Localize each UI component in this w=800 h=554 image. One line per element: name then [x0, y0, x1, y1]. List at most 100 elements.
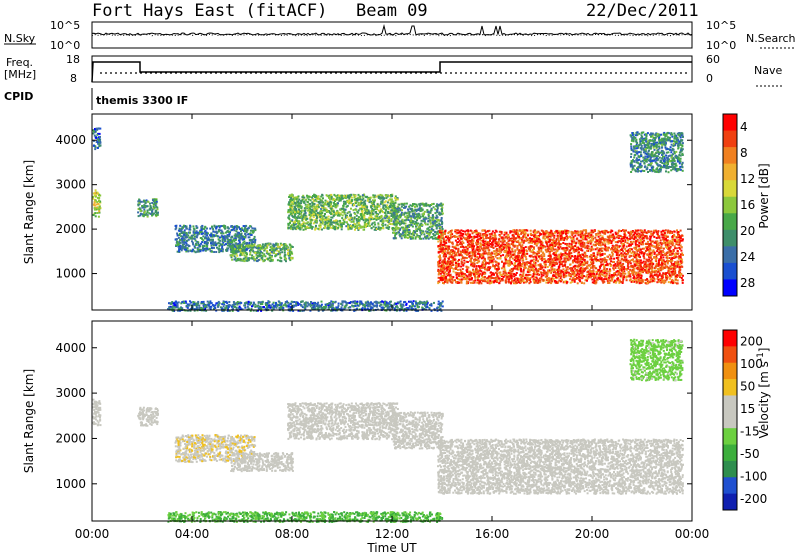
- power-echo-cell: [350, 220, 353, 223]
- power-echo-cell: [328, 195, 331, 198]
- power-echo-cell: [297, 220, 299, 223]
- power-echo-cell: [327, 218, 330, 221]
- power-echo-cell: [295, 216, 298, 219]
- power-echo-cell: [206, 239, 209, 242]
- power-echo-cell: [236, 235, 238, 238]
- power-echo-cell: [192, 243, 195, 246]
- power-echo-cell: [343, 221, 346, 223]
- power-echo-cell: [363, 214, 366, 216]
- power-echo-cell: [398, 233, 401, 236]
- power-echo-cell: [306, 196, 309, 199]
- power-echo-cell: [325, 216, 328, 219]
- power-echo-cell: [233, 240, 236, 243]
- power-echo-cell: [365, 224, 368, 226]
- power-echo-cell: [96, 140, 99, 143]
- power-echo-cell: [331, 197, 334, 200]
- power-echo-cell: [221, 239, 224, 242]
- power-echo-cell: [643, 229, 646, 232]
- power-echo-cell: [404, 234, 407, 237]
- noise-right-label: N.Search: [746, 32, 796, 45]
- power-echo-cell: [148, 212, 151, 215]
- power-echo-cell: [365, 211, 368, 213]
- power-echo-cell: [434, 208, 437, 211]
- power-echo-cell: [258, 255, 261, 258]
- power-echo-cell: [243, 254, 246, 257]
- power-echo-cell: [144, 201, 147, 204]
- power-echo-cell: [319, 215, 322, 218]
- power-echo-cell: [366, 212, 369, 215]
- power-echo-cell: [269, 254, 271, 257]
- power-echo-cell: [300, 202, 303, 205]
- power-echo-cell: [248, 244, 251, 247]
- power-echo-cell: [386, 204, 389, 207]
- power-echo-cell: [259, 247, 262, 250]
- power-echo-cell: [427, 211, 430, 214]
- power-echo-cell: [219, 248, 222, 251]
- power-echo-cell: [226, 240, 229, 243]
- power-echo-cell: [235, 225, 238, 227]
- power-echo-cell: [309, 220, 312, 223]
- power-echo-cell: [289, 207, 292, 210]
- nave-tick-top: 60: [706, 53, 720, 66]
- power-echo-cell: [339, 226, 342, 229]
- power-echo-cell: [375, 228, 378, 230]
- power-echo-cell: [204, 229, 207, 232]
- power-echo-cell: [197, 241, 200, 244]
- power-echo-cell: [259, 249, 262, 251]
- power-echo-cell: [324, 201, 327, 204]
- power-echo-cell: [294, 211, 296, 214]
- power-echo-cell: [352, 219, 355, 222]
- power-echo-cell: [192, 248, 195, 251]
- power-echo-cell: [228, 235, 231, 238]
- power-echo-cell: [283, 255, 286, 258]
- power-echo-cell: [289, 254, 292, 256]
- power-echo-cell: [216, 242, 219, 245]
- power-echo-cell: [666, 230, 669, 233]
- power-echo-cell: [335, 222, 338, 225]
- power-echo-cell: [364, 221, 367, 224]
- power-echo-cell: [215, 251, 218, 253]
- power-echo-cell: [368, 212, 371, 215]
- power-echo-cell: [270, 250, 273, 253]
- power-echo-cell: [98, 137, 101, 140]
- power-echo-cell: [380, 197, 383, 200]
- power-echo-cell: [226, 238, 229, 241]
- power-echo-cell: [221, 238, 224, 241]
- power-echo-cell: [237, 231, 240, 234]
- power-echo-cell: [411, 225, 414, 228]
- power-echo-cell: [203, 228, 206, 230]
- power-echo-cell: [381, 199, 384, 202]
- power-echo-cell: [184, 244, 187, 247]
- power-echo-cell: [98, 145, 101, 148]
- power-echo-cell: [330, 213, 333, 216]
- power-echo-cell: [302, 224, 305, 227]
- power-echo-cell: [515, 272, 518, 274]
- power-echo-cell: [181, 241, 184, 244]
- power-echo-cell: [245, 255, 248, 258]
- power-echo-cell: [92, 197, 95, 200]
- power-echo-cell: [306, 217, 309, 220]
- power-echo-cell: [456, 262, 459, 265]
- nave-label: Nave: [754, 64, 782, 77]
- power-echo-cell: [96, 201, 99, 204]
- power-echo-cell: [388, 194, 391, 197]
- power-echo-cell: [96, 212, 99, 214]
- power-echo-cell: [382, 219, 385, 222]
- power-echo-cell: [193, 228, 196, 231]
- power-echo-cell: [411, 210, 414, 213]
- power-echo-cell: [154, 214, 157, 216]
- power-echo-cell: [340, 228, 343, 231]
- power-echo-cell: [179, 246, 182, 249]
- power-echo-cell: [407, 216, 410, 219]
- noise-left-tick-bottom: 10^0: [50, 39, 80, 52]
- power-echo-cell: [374, 211, 377, 214]
- power-echo-cell: [97, 136, 100, 139]
- power-echo-cell: [342, 207, 345, 210]
- power-echo-cell: [352, 224, 355, 227]
- power-echo-cell: [215, 225, 218, 228]
- power-echo-cell: [258, 253, 261, 256]
- power-echo-cell: [232, 244, 235, 247]
- power-echo-cell: [233, 229, 236, 232]
- power-echo-cell: [414, 209, 417, 211]
- power-echo-cell: [212, 230, 215, 233]
